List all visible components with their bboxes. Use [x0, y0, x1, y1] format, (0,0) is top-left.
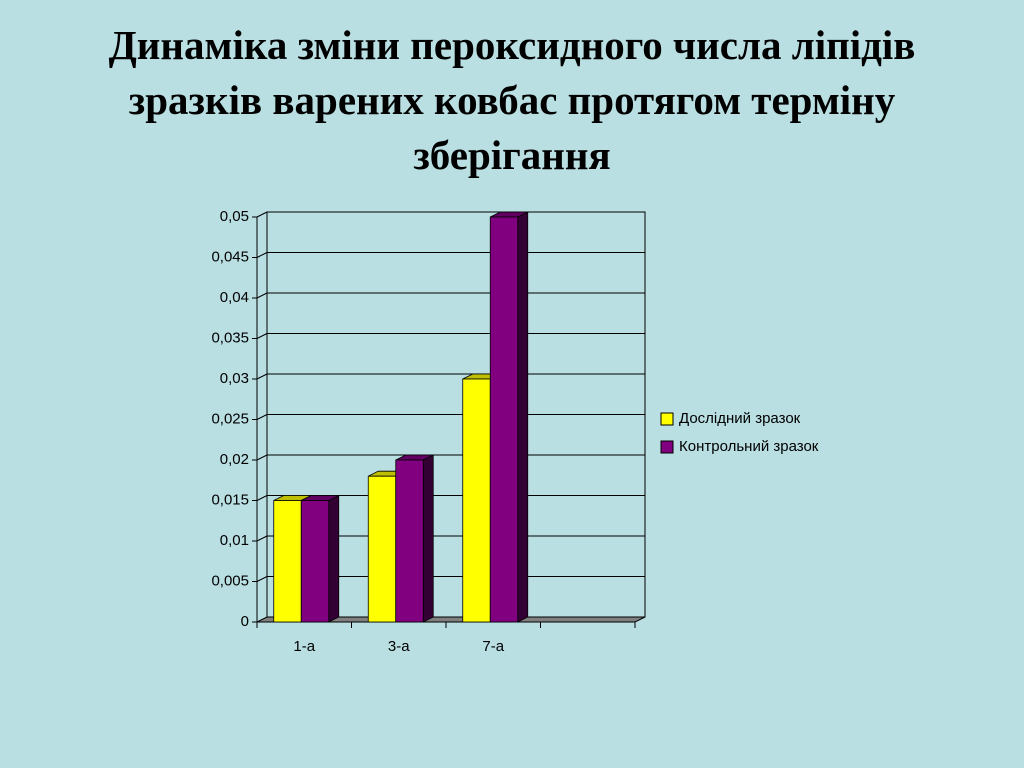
bar [395, 454, 434, 623]
grid-line-side [256, 414, 268, 420]
bar [300, 494, 340, 623]
bar-front [395, 459, 424, 623]
bar-front [462, 378, 491, 623]
x-tick-label: 1-а [293, 638, 315, 655]
y-tick-label: 0,02 [220, 451, 249, 468]
bar-front [489, 216, 519, 623]
x-tick-label: 3-а [388, 638, 410, 655]
y-tick-label: 0 [241, 613, 249, 630]
y-tick-label: 0,035 [211, 329, 249, 346]
y-tick-label: 0,04 [220, 289, 249, 306]
bar-side [422, 454, 434, 623]
y-tick-label: 0,01 [220, 532, 249, 549]
legend-label: Контрольний зразок [679, 438, 819, 455]
y-tick-label: 0,015 [211, 491, 249, 508]
y-tick-label: 0,025 [211, 410, 249, 427]
y-tick-label: 0,005 [211, 572, 249, 589]
bar-side [517, 211, 529, 623]
bar-front [300, 500, 330, 623]
bar-front [273, 500, 302, 623]
y-tick-label: 0,045 [211, 248, 249, 265]
y-tick-label: 0,03 [220, 370, 249, 387]
legend-swatch [660, 440, 674, 454]
grid-line-side [256, 211, 268, 218]
grid-line-side [256, 495, 268, 501]
grid-line-side [256, 292, 268, 299]
grid-line-side [256, 454, 268, 461]
chart-title: Динаміка зміни пероксидного числа ліпіді… [108, 22, 916, 178]
bar-front [367, 475, 397, 623]
bar [489, 211, 529, 623]
grid-line-side [256, 576, 268, 582]
grid-line-side [256, 535, 268, 542]
legend-swatch [660, 412, 674, 426]
x-tick-label: 7-а [482, 638, 504, 655]
grid-line-side [256, 373, 268, 380]
legend-label: Дослідний зразок [679, 410, 801, 427]
bar-side [328, 494, 340, 623]
y-tick-label: 0,05 [220, 208, 249, 225]
grid-line-side [256, 252, 268, 258]
grid-line-side [256, 333, 268, 339]
